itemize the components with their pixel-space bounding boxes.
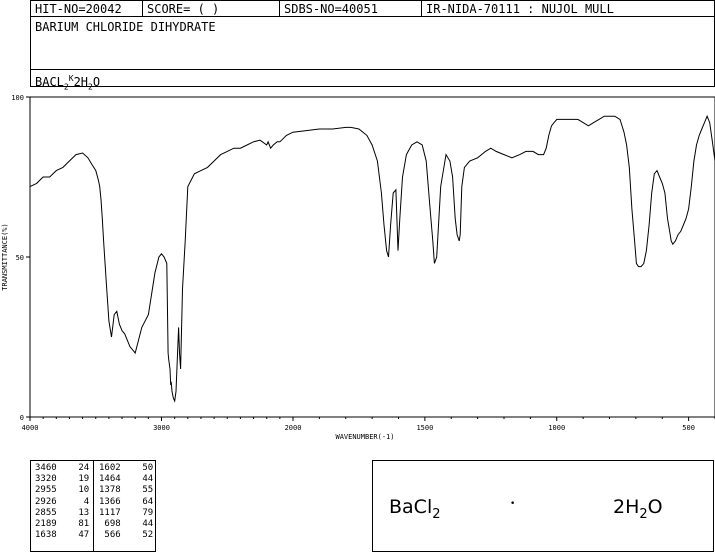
- structure-right-b: O: [647, 496, 663, 518]
- sdbs-no: SDBS-NO=40051: [280, 1, 422, 16]
- peak-row: 3320 19: [35, 474, 89, 485]
- y-axis-label: TRANSMITTANCE(%): [1, 223, 9, 290]
- x-tick-label: 500: [682, 424, 695, 432]
- x-axis-label: WAVENUMBER(-1): [335, 433, 394, 441]
- peak-wavenumber: 566: [99, 530, 121, 541]
- y-axis-ticks: 0 50 100: [11, 94, 30, 422]
- formula-box: BACL2K2H2O: [30, 69, 715, 91]
- formula-sub1: 2: [63, 82, 69, 92]
- ir-spectrum-chart: 0 50 100 4000 3000 2000 1500 1000 500 WAVENUMBE…: [1, 94, 715, 441]
- ir-nida: IR-NIDA-70111 : NUJOL MULL: [426, 2, 614, 16]
- structure-left-text: BaCl: [389, 496, 433, 518]
- peak-transmittance: 81: [56, 519, 90, 530]
- formula-main: BACL: [35, 75, 64, 89]
- peak-row: 2855 13: [35, 508, 89, 519]
- peak-row: 1464 44: [99, 474, 153, 485]
- formula-sup: K: [68, 74, 74, 83]
- structure-right: 2H2O: [613, 496, 663, 522]
- peak-transmittance: 24: [56, 463, 90, 473]
- structure-right-sub: 2: [639, 506, 648, 522]
- peak-wavenumber: 2855: [35, 507, 57, 518]
- peak-transmittance: 13: [56, 507, 90, 518]
- x-tick-label: 1500: [416, 424, 433, 432]
- peak-row: 1117 79: [99, 508, 153, 519]
- x-tick-label: 4000: [22, 424, 39, 432]
- peak-wavenumber: 1464: [99, 474, 121, 485]
- peak-table: 3460 24 3320 19 2955 10 2926 4 2855 13 2189 8…: [30, 460, 156, 552]
- y-tick-label: 50: [16, 254, 24, 262]
- peak-transmittance: 47: [56, 530, 90, 541]
- peak-row: 1378 55: [99, 485, 153, 496]
- peak-row: 1366 64: [99, 497, 153, 508]
- peak-wavenumber: 1366: [99, 496, 121, 507]
- structure-dot: •: [510, 499, 516, 509]
- x-tick-label: 3000: [153, 424, 170, 432]
- peak-row: 3460 24: [35, 463, 89, 474]
- peak-row: 2189 81: [35, 519, 89, 530]
- peak-table-divider: [93, 461, 94, 551]
- compound-name-box: BARIUM CHLORIDE DIHYDRATE: [30, 16, 715, 70]
- peak-wavenumber: 1638: [35, 530, 57, 541]
- peak-wavenumber: 1378: [99, 485, 121, 496]
- x-tick-label: 1000: [548, 424, 565, 432]
- peak-transmittance: 52: [120, 530, 154, 541]
- peak-row: 2955 10: [35, 485, 89, 496]
- peak-wavenumber: 2926: [35, 496, 57, 507]
- peak-wavenumber: 3320: [35, 474, 57, 485]
- peak-row: 566 52: [99, 530, 153, 541]
- peak-transmittance: 79: [120, 507, 154, 518]
- peak-wavenumber: 3460: [35, 463, 57, 473]
- structure-right-a: 2H: [613, 496, 640, 518]
- peak-column-1: 3460 24 3320 19 2955 10 2926 4 2855 13 2189 8…: [35, 463, 89, 541]
- peak-row: 1638 47: [35, 530, 89, 541]
- compound-name: BARIUM CHLORIDE DIHYDRATE: [35, 20, 216, 34]
- spectrum-line: [29, 114, 715, 403]
- peak-wavenumber: 698: [99, 519, 121, 530]
- peak-row: 698 44: [99, 519, 153, 530]
- peak-transmittance: 64: [120, 496, 154, 507]
- peak-wavenumber: 1602: [99, 463, 121, 473]
- x-axis-ticks: 4000 3000 2000 1500 1000 500: [22, 417, 715, 432]
- formula-mid: 2H: [73, 75, 89, 89]
- structure-left-sub: 2: [432, 506, 441, 522]
- peak-wavenumber: 2955: [35, 485, 57, 496]
- structure-box: BaCl2 • 2H2O: [372, 460, 714, 552]
- formula-sub2: 2: [88, 82, 93, 92]
- peak-row: 1602 50: [99, 463, 153, 474]
- peak-transmittance: 44: [120, 519, 154, 530]
- hit-no: HIT-NO=20042: [31, 1, 143, 16]
- peak-transmittance: 19: [56, 474, 90, 485]
- peak-transmittance: 10: [56, 485, 90, 496]
- formula-text: BACL2K2H2O: [35, 71, 100, 95]
- peak-wavenumber: 2189: [35, 519, 57, 530]
- x-tick-label: 2000: [285, 424, 302, 432]
- y-tick-label: 0: [20, 414, 24, 422]
- peak-wavenumber: 1117: [99, 507, 121, 518]
- y-tick-label: 100: [11, 94, 24, 102]
- peak-transmittance: 4: [56, 496, 90, 507]
- peak-transmittance: 50: [120, 463, 154, 473]
- peak-row: 2926 4: [35, 497, 89, 508]
- formula-end: O: [92, 75, 101, 89]
- peak-column-2: 1602 50 1464 44 1378 55 1366 64 1117 79 698 …: [99, 463, 153, 541]
- peak-transmittance: 44: [120, 474, 154, 485]
- structure-left: BaCl2: [389, 496, 441, 522]
- score: SCORE= ( ): [143, 1, 280, 16]
- header-bar: HIT-NO=20042 SCORE= ( ) SDBS-NO=40051 IR…: [30, 0, 715, 17]
- peak-transmittance: 55: [120, 485, 154, 496]
